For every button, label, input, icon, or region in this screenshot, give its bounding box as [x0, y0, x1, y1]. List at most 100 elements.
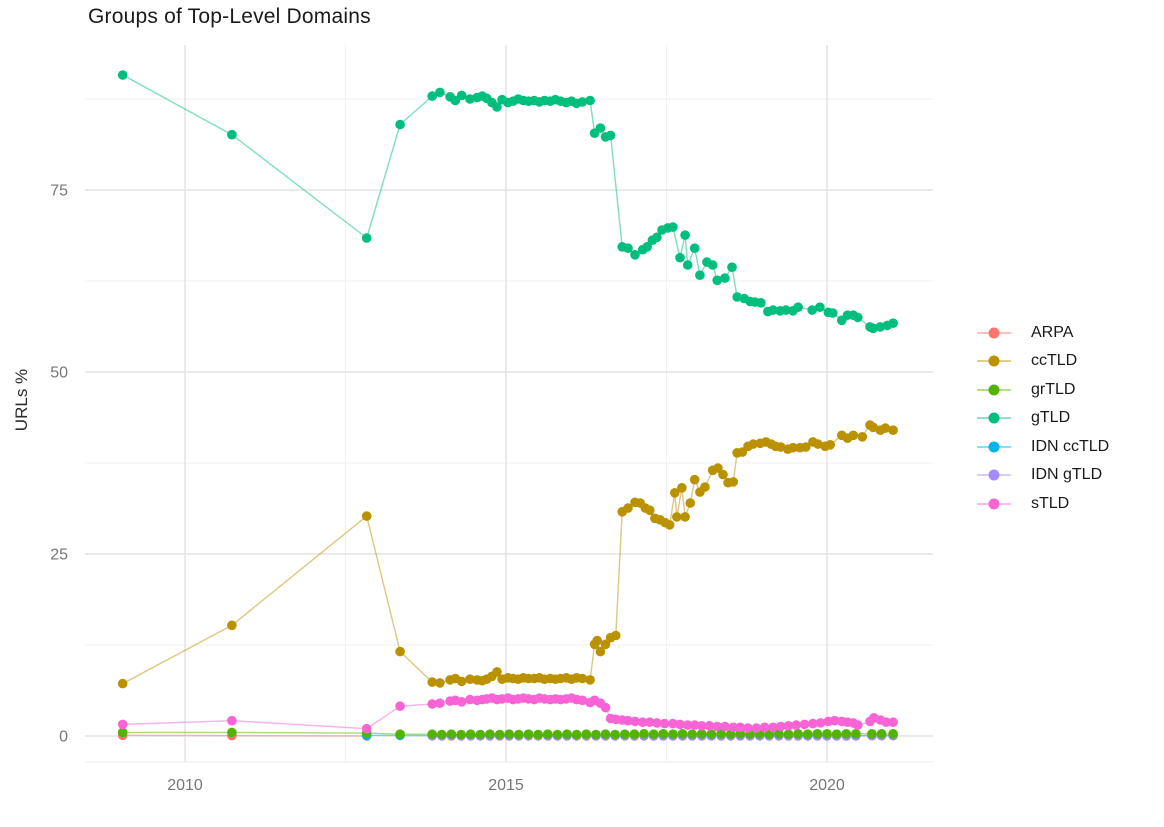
- data-point-sTLD: [395, 701, 405, 711]
- data-point-sTLD: [465, 694, 475, 705]
- data-point-gTLD: [605, 130, 616, 141]
- legend-label: ARPA: [1031, 323, 1074, 341]
- data-point-ccTLD: [456, 676, 467, 687]
- data-point-ccTLD: [700, 482, 710, 492]
- data-point-ccTLD: [670, 488, 680, 498]
- data-point-grTLD: [427, 729, 438, 739]
- data-point-grTLD: [475, 729, 486, 740]
- data-point-gTLD: [435, 87, 445, 98]
- data-point-sTLD: [623, 715, 633, 726]
- data-point-gTLD: [456, 90, 467, 101]
- series-line-gTLD: [122, 74, 894, 329]
- data-point-ccTLD: [888, 425, 898, 436]
- data-point-gTLD: [682, 260, 693, 270]
- data-point-grTLD: [822, 729, 832, 739]
- data-point-sTLD: [712, 721, 722, 732]
- data-point-grTLD: [504, 729, 514, 739]
- data-point-grTLD: [571, 729, 582, 740]
- data-point-grTLD: [774, 729, 784, 739]
- legend-item-ccTLD: ccTLD: [977, 352, 1109, 370]
- data-point-gTLD: [868, 323, 878, 334]
- data-point-grTLD: [687, 729, 697, 739]
- data-point-sTLD: [799, 719, 810, 730]
- data-point-sTLD: [728, 722, 739, 733]
- legend-item-IDN-gTLD: IDN gTLD: [977, 466, 1109, 484]
- data-point-gTLD: [395, 119, 405, 130]
- data-point-ccTLD: [465, 674, 475, 684]
- data-point-grTLD: [437, 729, 447, 740]
- legend-key-icon: [977, 411, 1011, 425]
- legend-label: IDN ccTLD: [1031, 437, 1110, 455]
- data-point-grTLD: [716, 729, 726, 739]
- data-point-ccTLD: [680, 512, 690, 522]
- data-point-sTLD: [630, 716, 640, 727]
- data-point-gTLD: [227, 129, 237, 140]
- data-point-ccTLD: [672, 512, 682, 522]
- data-point-sTLD: [808, 718, 818, 729]
- data-point-gTLD: [781, 305, 791, 315]
- data-point-sTLD: [652, 718, 662, 728]
- data-point-ccTLD: [645, 505, 655, 516]
- data-point-grTLD: [639, 729, 649, 739]
- data-point-grTLD: [620, 729, 630, 739]
- x-tick-label: 2015: [488, 777, 524, 794]
- legend-key-icon: [977, 354, 1011, 368]
- data-point-ccTLD: [728, 477, 739, 487]
- legend-item-grTLD: grTLD: [977, 381, 1109, 398]
- data-point-grTLD: [851, 729, 861, 739]
- data-point-grTLD: [494, 729, 505, 740]
- data-point-grTLD: [793, 729, 803, 739]
- data-point-gTLD: [689, 243, 700, 253]
- legend-key-icon: [977, 440, 1011, 454]
- data-point-grTLD: [456, 729, 466, 740]
- data-point-ccTLD: [577, 673, 588, 684]
- data-point-sTLD: [682, 720, 693, 730]
- data-point-grTLD: [841, 729, 852, 739]
- data-point-gTLD: [427, 91, 438, 101]
- y-tick-label: 50: [50, 365, 68, 382]
- data-point-ccTLD: [689, 474, 700, 485]
- data-point-gTLD: [853, 312, 863, 323]
- data-point-grTLD: [446, 729, 457, 739]
- data-point-ccTLD: [117, 678, 128, 689]
- data-point-grTLD: [562, 729, 572, 739]
- data-point-ccTLD: [623, 503, 633, 513]
- legend-label: sTLD: [1031, 494, 1070, 512]
- data-point-grTLD: [600, 729, 611, 739]
- data-point-sTLD: [697, 721, 707, 731]
- data-point-sTLD: [776, 721, 786, 732]
- data-point-grTLD: [706, 729, 717, 739]
- data-point-gTLD: [793, 302, 803, 313]
- data-point-grTLD: [485, 729, 495, 739]
- legend-item-gTLD: gTLD: [977, 409, 1109, 427]
- data-point-gTLD: [727, 262, 737, 273]
- y-tick-label: 0: [59, 729, 68, 746]
- data-point-sTLD: [735, 722, 746, 733]
- legend-item-ARPA: ARPA: [977, 324, 1109, 341]
- data-point-gTLD: [768, 305, 778, 315]
- y-axis-title: URLs %: [12, 368, 31, 432]
- data-point-grTLD: [831, 729, 842, 739]
- data-point-grTLD: [783, 729, 794, 739]
- data-point-gTLD: [720, 273, 730, 283]
- data-point-gTLD: [577, 97, 588, 107]
- data-point-grTLD: [117, 727, 128, 738]
- data-point-sTLD: [829, 715, 840, 726]
- data-point-grTLD: [876, 729, 887, 739]
- data-point-sTLD: [668, 718, 678, 729]
- legend-label: grTLD: [1031, 380, 1076, 398]
- legend: ARPA ccTLD grTLD gTLD IDN ccTLD IDN gTLD sTLD: [977, 324, 1109, 524]
- data-point-gTLD: [117, 70, 128, 80]
- data-point-ccTLD: [664, 520, 675, 530]
- data-point-ccTLD: [857, 432, 868, 442]
- data-point-gTLD: [652, 232, 662, 243]
- data-point-sTLD: [645, 717, 655, 727]
- data-point-grTLD: [514, 729, 524, 740]
- data-point-ccTLD: [492, 667, 502, 677]
- data-point-gTLD: [815, 302, 825, 313]
- legend-item-IDN-ccTLD: IDN ccTLD: [977, 438, 1109, 455]
- data-point-sTLD: [227, 715, 237, 726]
- data-point-gTLD: [585, 95, 595, 106]
- data-point-ccTLD: [718, 469, 728, 480]
